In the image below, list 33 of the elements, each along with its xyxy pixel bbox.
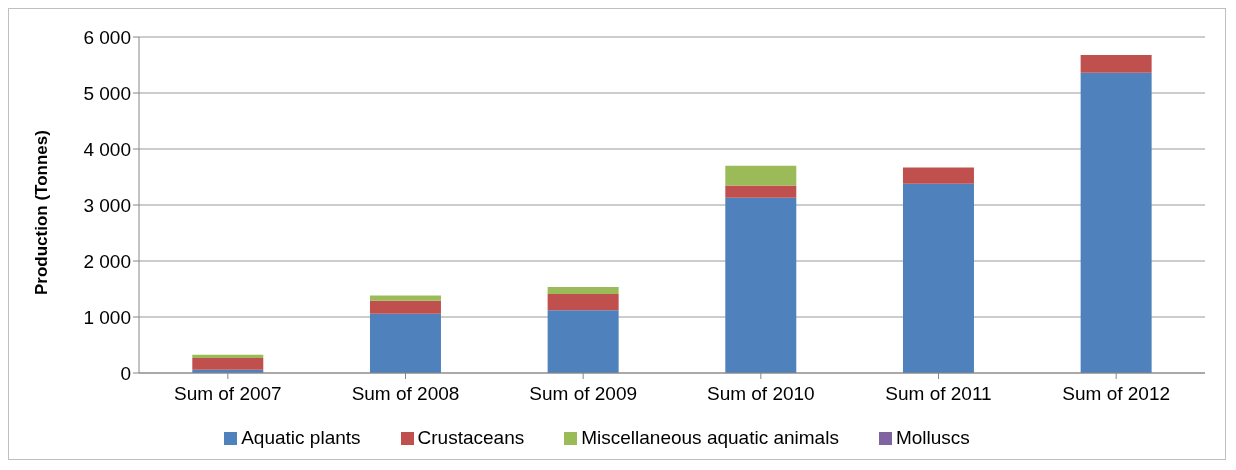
x-tick-label: Sum of 2012 xyxy=(1062,383,1171,405)
y-tick-label: 5 000 xyxy=(83,82,131,104)
x-tick-label: Sum of 2011 xyxy=(885,383,992,405)
legend-label: Crustaceans xyxy=(417,427,525,448)
bar xyxy=(192,354,264,358)
bar xyxy=(369,295,441,301)
bar xyxy=(725,197,797,373)
bar xyxy=(725,165,797,186)
y-tick-label: 4 000 xyxy=(83,138,131,160)
bar xyxy=(547,294,619,311)
y-tick-label: 2 000 xyxy=(83,250,131,272)
bar xyxy=(547,287,619,295)
x-tick-label: Sum of 2008 xyxy=(351,383,460,405)
legend-label: Aquatic plants xyxy=(241,427,361,448)
legend-label: Miscellaneous aquatic animals xyxy=(581,427,839,448)
bar xyxy=(1080,72,1152,373)
legend-label: Molluscs xyxy=(895,427,970,448)
y-axis-title: Production (Tonnes) xyxy=(32,130,52,295)
bar xyxy=(369,300,441,314)
bar xyxy=(902,183,974,373)
bar xyxy=(369,313,441,373)
bar xyxy=(902,167,974,184)
x-tick-label: Sum of 2009 xyxy=(529,383,638,405)
bar xyxy=(725,185,797,198)
y-tick-label: 6 000 xyxy=(83,26,131,48)
x-tick-label: Sum of 2010 xyxy=(706,383,815,405)
y-tick-label: 3 000 xyxy=(83,194,131,216)
y-tick-label: 1 000 xyxy=(83,306,131,328)
x-tick-label: Sum of 2007 xyxy=(173,383,282,405)
bar xyxy=(192,357,264,370)
y-tick-label: 0 xyxy=(120,362,131,384)
bar xyxy=(547,310,619,373)
bar xyxy=(1080,54,1152,73)
